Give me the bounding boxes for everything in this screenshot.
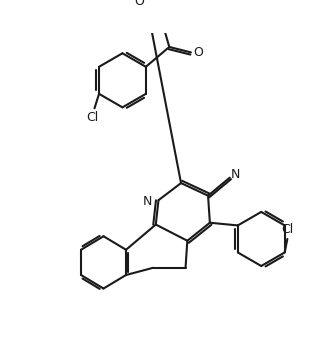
Text: N: N <box>230 168 240 181</box>
Text: Cl: Cl <box>281 223 293 236</box>
Text: O: O <box>135 0 144 8</box>
Text: N: N <box>143 195 152 207</box>
Text: O: O <box>193 46 203 59</box>
Text: Cl: Cl <box>87 111 99 124</box>
